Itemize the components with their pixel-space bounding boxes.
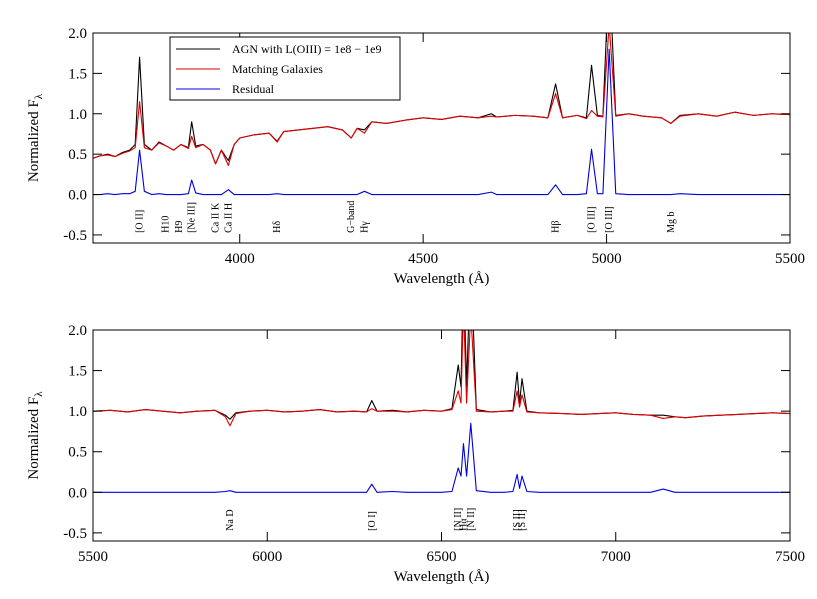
y-tick-label: 1.5 [68,66,87,82]
line-label: Hβ [551,221,562,233]
line-label: [N II] [466,508,477,531]
line-label: Hδ [272,221,283,233]
x-axis-label: Wavelength (Å) [394,271,490,287]
x-tick-label: 4500 [408,251,438,267]
line-label: Mg b [666,211,677,232]
line-label: Ca II K [211,202,222,233]
y-axis-label-sub: λ [33,93,45,99]
x-tick-label: 5500 [78,549,108,565]
y-axis-label-main: Normalized F [26,99,42,182]
line-label: [S II] [512,509,523,530]
line-label: Na D [225,509,236,530]
spectrum-line [93,330,790,427]
y-tick-label: 1.0 [68,107,87,123]
line-label: Hα [458,518,469,531]
spectrum-line [93,33,790,167]
x-tick-label: 5500 [775,251,805,267]
y-axis-label: Normalized Fλ [26,391,45,480]
x-tick-label: 7500 [775,549,805,565]
x-tick-label: 6500 [427,549,457,565]
line-label: [N II] [453,508,464,531]
plot-frame [92,32,791,244]
y-tick-label: 0.0 [68,188,87,204]
legend-label: AGN with L(OIII) = 1e8 − 1e9 [232,42,382,56]
line-label: [O II] [135,210,146,233]
y-tick-label: 2.0 [68,26,87,42]
legend-label: Matching Galaxies [232,62,323,76]
y-axis-label: Normalized Fλ [26,93,45,182]
line-label: G−band [346,201,357,233]
y-tick-label: 0.5 [68,445,87,461]
x-tick-label: 7000 [601,549,631,565]
line-label: [S II] [517,509,528,530]
y-axis-label-main: Normalized F [26,397,42,480]
line-label: [Ne III] [187,202,198,233]
line-label: H10 [161,216,172,233]
line-label: [O I] [367,511,378,531]
line-label: H9 [174,221,185,233]
legend-label: Residual [232,82,275,96]
line-label: Hγ [359,221,370,233]
y-tick-label: -0.5 [63,228,87,244]
y-tick-label: 1.0 [68,404,87,420]
plot-frame [92,329,791,542]
x-tick-label: 4000 [225,251,255,267]
y-tick-label: 0.5 [68,147,87,163]
y-tick-label: 2.0 [68,323,87,339]
plot-area [93,33,790,196]
y-tick-label: -0.5 [63,526,87,542]
y-axis-label-sub: λ [33,391,45,397]
x-axis-label: Wavelength (Å) [394,569,490,585]
spectrum-line [93,48,790,196]
line-label: [O III] [604,207,615,233]
plot-area [93,330,790,493]
spectrum-line [93,422,790,493]
x-tick-label: 6000 [252,549,282,565]
y-tick-label: 0.0 [68,485,87,501]
line-label: [O III] [587,207,598,233]
x-tick-label: 5000 [592,251,622,267]
y-tick-label: 1.5 [68,364,87,380]
line-label: Ca II H [223,203,234,233]
